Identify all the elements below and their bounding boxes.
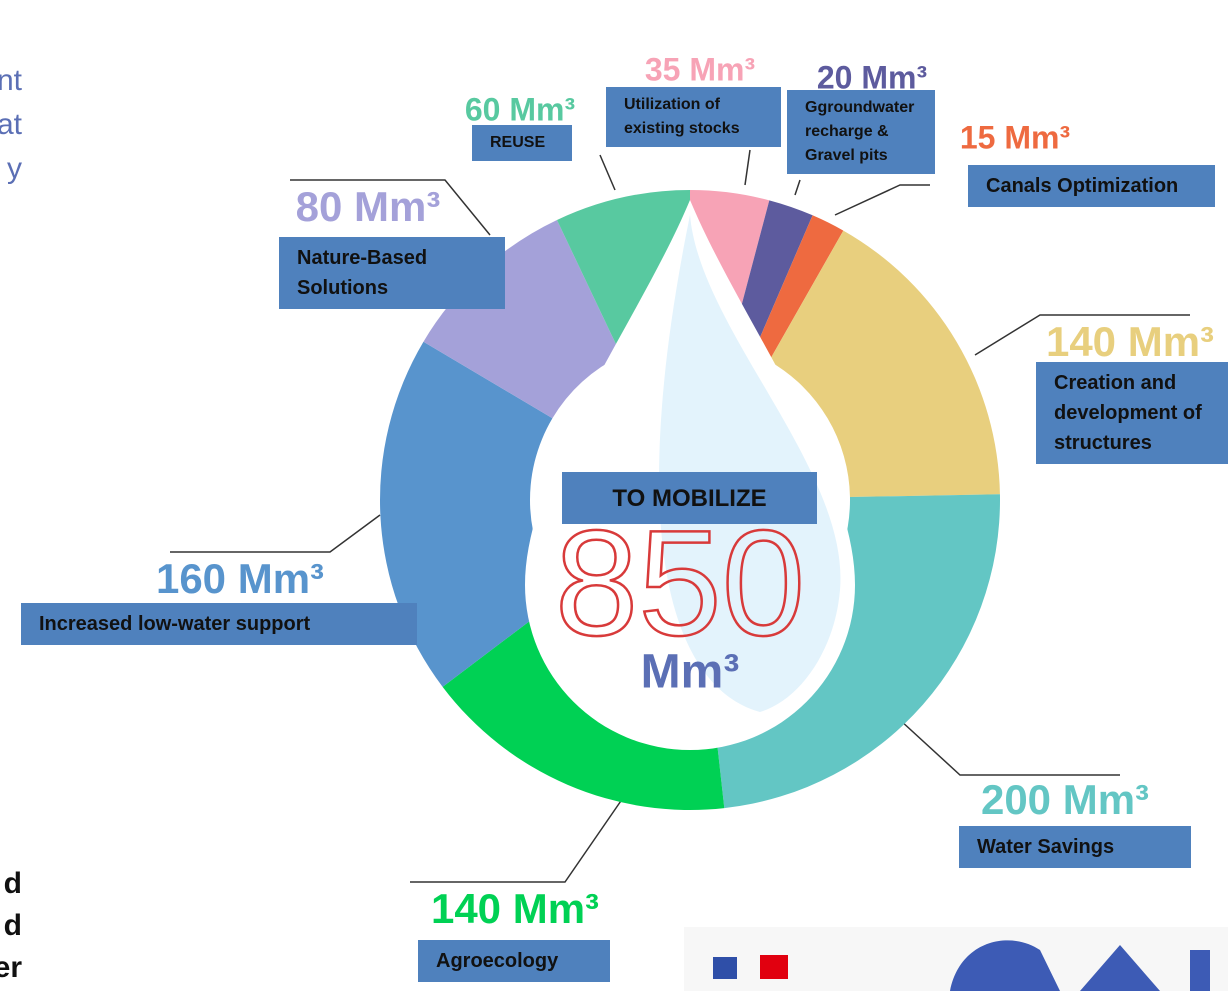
- flag-blue: [713, 957, 737, 979]
- value-label: 60 Mm³: [465, 91, 575, 127]
- slice: [769, 230, 1000, 498]
- value-label: 20 Mm³: [817, 59, 927, 95]
- side-text: d: [4, 867, 22, 900]
- category-label: Canals Optimization: [968, 165, 1215, 207]
- side-text: er: [0, 951, 22, 984]
- slice: [730, 200, 813, 354]
- category-label: Nature-Based Solutions: [279, 237, 505, 309]
- value-label: 35 Mm³: [645, 51, 755, 87]
- logo-letters: [950, 940, 1210, 991]
- value-label: 200 Mm³: [981, 776, 1149, 823]
- value-label: 160 Mm³: [156, 555, 324, 602]
- slice: [707, 494, 1000, 809]
- slice: [753, 215, 844, 361]
- value-label: 15 Mm³: [960, 119, 1070, 155]
- flag-red: [760, 955, 788, 979]
- drop-highlight: [659, 215, 841, 712]
- side-text: nt: [0, 64, 23, 97]
- value-label: 140 Mm³: [431, 885, 599, 932]
- slice: [423, 219, 622, 419]
- total-value: 850: [555, 499, 805, 667]
- category-label: Water Savings: [959, 826, 1191, 868]
- category-label: Ggroundwater recharge & Gravel pits: [787, 90, 935, 174]
- category-label: Utilization of existing stocks: [606, 87, 781, 147]
- center-label: TO MOBILIZE: [562, 472, 817, 524]
- side-text: d: [4, 909, 22, 942]
- side-text: y: [7, 152, 22, 185]
- category-label: REUSE: [472, 125, 572, 161]
- category-label: Creation and development of structures: [1036, 362, 1228, 464]
- side-text: at: [0, 108, 23, 141]
- leader-lines: [170, 149, 1190, 883]
- slice: [379, 341, 563, 687]
- category-label: Increased low-water support: [21, 603, 417, 645]
- value-label: 140 Mm³: [1046, 318, 1214, 365]
- value-label: 80 Mm³: [296, 183, 441, 230]
- category-label: Agroecology: [418, 940, 610, 982]
- total-unit: Mm³: [641, 646, 740, 699]
